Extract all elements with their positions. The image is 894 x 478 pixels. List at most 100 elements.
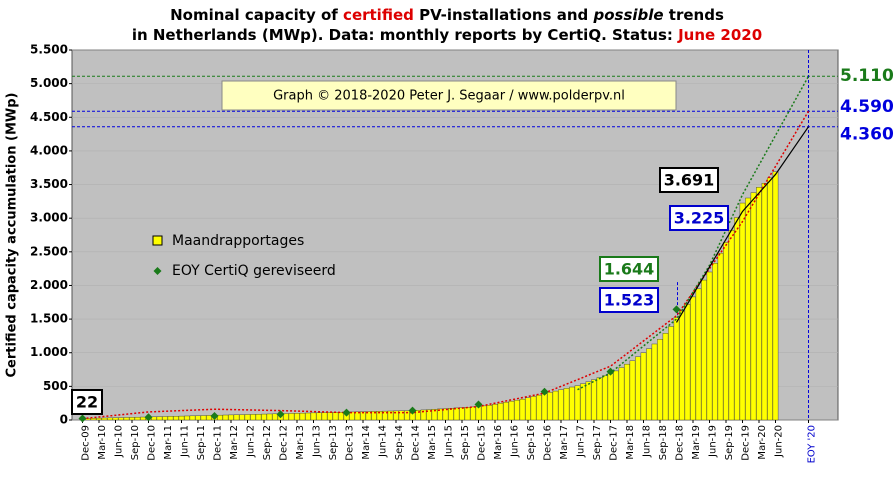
bar bbox=[222, 414, 229, 421]
bar bbox=[338, 411, 344, 421]
bar bbox=[327, 412, 333, 421]
bar bbox=[701, 279, 707, 421]
bar bbox=[288, 413, 295, 421]
bar bbox=[569, 386, 575, 421]
bar bbox=[712, 263, 718, 421]
bar bbox=[90, 418, 97, 421]
x-tick-label: Dec-09 bbox=[81, 425, 92, 461]
title-part: possible bbox=[592, 6, 663, 24]
bar bbox=[756, 187, 762, 421]
title-part: trends bbox=[664, 6, 724, 24]
eoy-marker bbox=[606, 367, 615, 376]
bar bbox=[217, 414, 223, 421]
bar bbox=[662, 333, 669, 421]
legend-label: EOY CertiQ gereviseerd bbox=[172, 263, 336, 279]
bar bbox=[123, 417, 130, 421]
bar bbox=[591, 379, 597, 421]
eoy-marker bbox=[210, 411, 219, 420]
bar bbox=[464, 407, 471, 421]
reference-label: 4.360 bbox=[840, 125, 894, 145]
bar bbox=[525, 397, 531, 421]
bar bbox=[607, 373, 614, 421]
bar bbox=[673, 317, 680, 421]
credit: Graph © 2018-2020 Peter J. Segaar / www.… bbox=[273, 89, 625, 104]
eoy-marker bbox=[540, 387, 549, 396]
bar bbox=[475, 406, 482, 421]
x-tick-label: Mar-10 bbox=[97, 425, 108, 460]
bar bbox=[299, 412, 306, 421]
bar bbox=[200, 415, 207, 421]
bar bbox=[420, 409, 427, 421]
x-tick-label: Jun-12 bbox=[246, 425, 257, 458]
bar bbox=[541, 393, 548, 421]
bar bbox=[717, 252, 724, 421]
x-tick-label: Sep-12 bbox=[262, 425, 273, 460]
title-part: PV-installations and bbox=[414, 6, 594, 24]
bar bbox=[690, 296, 696, 421]
bar bbox=[668, 326, 674, 421]
bar bbox=[294, 413, 300, 421]
annotation: 1.644 bbox=[604, 260, 655, 279]
bar bbox=[239, 414, 245, 421]
x-tick-label: Mar-15 bbox=[427, 425, 438, 460]
bar bbox=[140, 416, 146, 421]
bar bbox=[624, 363, 630, 421]
bar bbox=[272, 413, 278, 421]
bar bbox=[745, 197, 751, 421]
bar bbox=[426, 409, 432, 421]
bar bbox=[679, 310, 685, 421]
bar bbox=[558, 389, 564, 421]
bar bbox=[398, 410, 405, 421]
y-tick-label: 0 bbox=[60, 413, 68, 427]
eoy-marker bbox=[144, 413, 153, 422]
bar bbox=[481, 405, 487, 421]
y-tick-label: 3.500 bbox=[30, 177, 68, 191]
bar bbox=[739, 202, 746, 421]
bar bbox=[723, 242, 729, 421]
bar bbox=[310, 412, 317, 421]
bar bbox=[486, 405, 493, 421]
bar bbox=[321, 412, 328, 421]
eoy-marker bbox=[78, 414, 87, 423]
x-tick-label: Sep-18 bbox=[658, 425, 669, 460]
x-tick-label: Sep-11 bbox=[196, 425, 207, 460]
annotation: 1.523 bbox=[604, 291, 655, 310]
bar bbox=[574, 385, 581, 421]
title-part: certified bbox=[343, 6, 414, 24]
annotation-box bbox=[669, 205, 729, 231]
bar bbox=[750, 192, 757, 421]
y-tick-label: 4.500 bbox=[30, 110, 68, 124]
x-tick-label: Jun-20 bbox=[774, 425, 785, 458]
y-tick-label: 5.000 bbox=[30, 76, 68, 90]
bar bbox=[585, 381, 592, 421]
bar bbox=[728, 230, 735, 421]
annotation-box bbox=[599, 287, 659, 313]
credit-box bbox=[221, 80, 677, 111]
bar bbox=[415, 410, 421, 421]
bar bbox=[305, 412, 311, 421]
bar bbox=[112, 417, 119, 421]
x-tick-label: Mar-17 bbox=[559, 425, 570, 460]
x-tick-label: Sep-10 bbox=[130, 425, 141, 460]
bar bbox=[167, 416, 174, 421]
bar bbox=[651, 343, 658, 421]
x-tick-label: Jun-10 bbox=[114, 425, 125, 458]
x-tick-label: Mar-12 bbox=[229, 425, 240, 460]
bar bbox=[134, 416, 141, 421]
bar bbox=[195, 415, 201, 421]
eoy-marker bbox=[276, 410, 285, 419]
x-tick-label: Sep-14 bbox=[394, 425, 405, 460]
annotation-box bbox=[599, 256, 659, 282]
bar bbox=[629, 360, 636, 421]
bar bbox=[646, 348, 652, 421]
x-tick-label: Jun-13 bbox=[312, 425, 323, 458]
eoy-marker bbox=[342, 408, 351, 417]
bar bbox=[189, 415, 196, 421]
x-tick-label: Sep-15 bbox=[460, 425, 471, 460]
x-tick-label: Dec-13 bbox=[345, 425, 356, 461]
annotation-box bbox=[71, 389, 103, 415]
bar bbox=[514, 399, 520, 421]
bar bbox=[547, 392, 553, 421]
x-tick-label: Dec-12 bbox=[279, 425, 290, 461]
bar bbox=[387, 410, 394, 421]
